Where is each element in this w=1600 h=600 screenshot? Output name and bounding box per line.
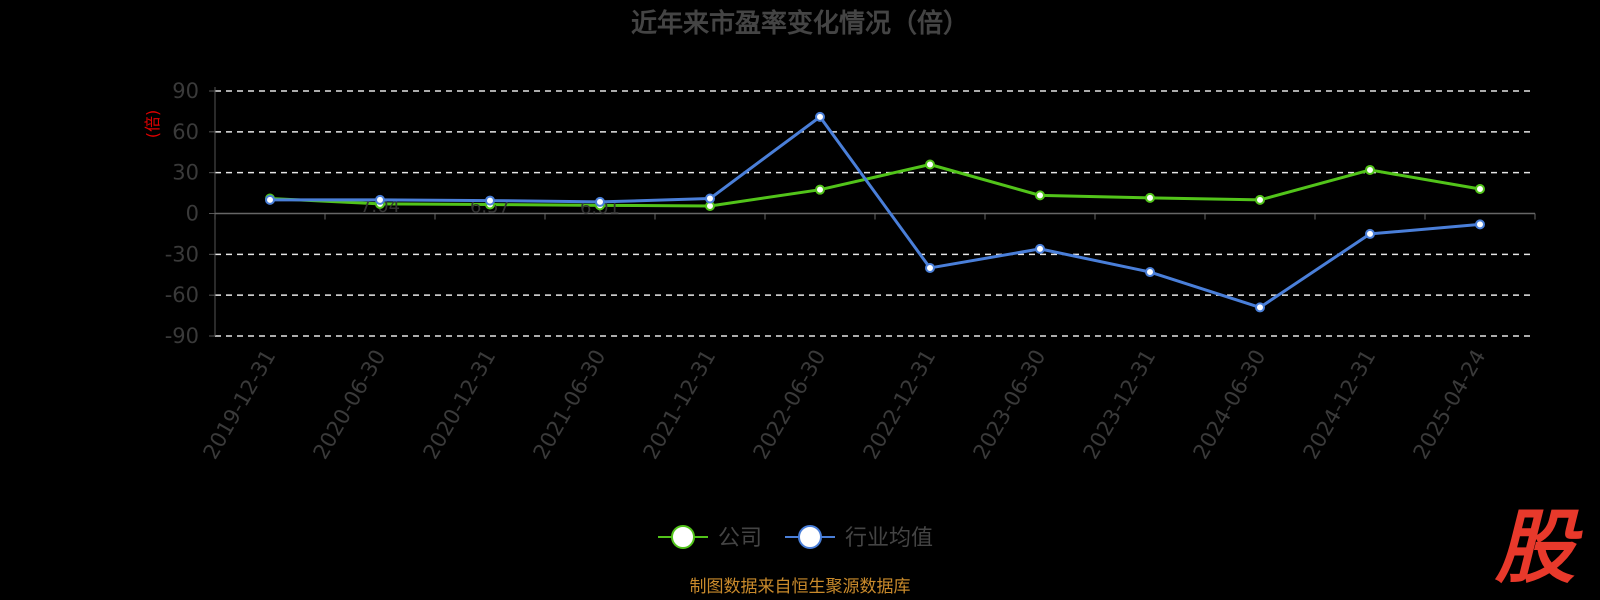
source-note: 制图数据来自恒生聚源数据库 [690, 577, 911, 597]
data-point [815, 184, 825, 195]
data-point [1035, 190, 1045, 201]
x-tick-label: 2020-12-31 [419, 346, 501, 464]
series-1 [265, 111, 1485, 313]
chart-title: 近年来市盈率变化情况（倍） [631, 8, 969, 39]
series-line [269, 163, 1481, 208]
x-tick-label: 2024-06-30 [1189, 346, 1271, 464]
x-tick-label: 2024-12-31 [1299, 346, 1381, 464]
y-tick-label: -90 [165, 324, 199, 348]
x-tick-label: 2021-06-30 [529, 346, 611, 464]
data-point [925, 159, 935, 170]
data-point [705, 193, 715, 204]
legend-label: 公司 [718, 526, 762, 551]
data-point [1035, 243, 1045, 254]
x-tick-label: 2021-12-31 [639, 346, 721, 464]
data-point [1365, 228, 1375, 239]
brand-logo: 股 [1494, 501, 1583, 594]
data-point [1365, 164, 1375, 175]
data-point [595, 196, 605, 207]
data-point [1475, 184, 1485, 194]
x-tick-label: 2025-04-24 [1409, 346, 1491, 464]
data-point [1145, 267, 1155, 278]
y-tick-label: 60 [172, 120, 199, 144]
y-tick-label: -60 [165, 283, 199, 307]
legend: 公司 行业均值 [658, 525, 933, 551]
data-point [925, 262, 935, 273]
legend-item-1: 行业均值 [785, 525, 933, 551]
y-tick-label: 30 [172, 161, 199, 185]
data-point [265, 194, 275, 205]
data-point [1145, 192, 1155, 203]
data-point [1255, 302, 1265, 313]
legend-label: 行业均值 [845, 526, 933, 551]
x-tick-label: 2023-12-31 [1079, 346, 1161, 464]
data-point [375, 194, 385, 205]
legend-item-0: 公司 [658, 525, 762, 551]
data-point [1255, 194, 1265, 205]
x-tick-label: 2019-12-31 [199, 346, 281, 464]
y-tick-label: -30 [165, 242, 199, 266]
x-tick-label: 2022-06-30 [749, 346, 831, 464]
legend-marker [671, 525, 695, 549]
grid [215, 90, 1535, 337]
legend-marker [798, 525, 822, 549]
x-tick-label: 2023-06-30 [969, 346, 1051, 464]
data-point [1475, 219, 1485, 230]
y-tick-label: 0 [186, 202, 199, 226]
data-point [485, 195, 495, 206]
y-axis-label: (倍) [143, 110, 162, 139]
x-tick-label: 2020-06-30 [309, 346, 391, 464]
series-0: 7.046.576.01 [265, 159, 1485, 218]
x-tick-label: 2022-12-31 [859, 346, 941, 464]
series-line [270, 115, 1481, 309]
series-layer: 7.046.576.01 [265, 111, 1485, 313]
y-tick-label: 90 [172, 79, 199, 103]
data-point [815, 111, 825, 122]
